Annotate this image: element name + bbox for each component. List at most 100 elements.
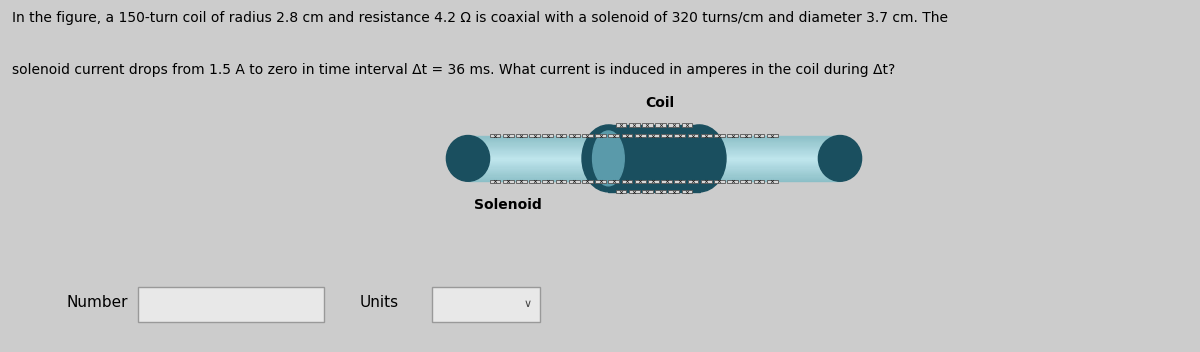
- Bar: [635, 180, 646, 183]
- Bar: [542, 134, 553, 137]
- Bar: [468, 174, 840, 176]
- Bar: [754, 180, 764, 183]
- Bar: [682, 190, 692, 193]
- Bar: [616, 123, 626, 126]
- Ellipse shape: [446, 136, 490, 181]
- Bar: [468, 176, 840, 177]
- Bar: [490, 180, 500, 183]
- Bar: [542, 180, 553, 183]
- Bar: [655, 123, 666, 126]
- Text: solenoid current drops from 1.5 A to zero in time interval Δt = 36 ms. What curr: solenoid current drops from 1.5 A to zer…: [12, 63, 895, 77]
- Bar: [468, 154, 840, 155]
- Bar: [468, 141, 840, 142]
- Bar: [468, 178, 840, 179]
- Bar: [468, 164, 840, 165]
- Text: Units: Units: [360, 295, 400, 310]
- Ellipse shape: [818, 136, 862, 181]
- Bar: [674, 180, 685, 183]
- Bar: [516, 134, 527, 137]
- Bar: [468, 146, 840, 147]
- Bar: [556, 134, 566, 137]
- Bar: [740, 180, 751, 183]
- Bar: [468, 145, 840, 146]
- Bar: [648, 180, 659, 183]
- Bar: [569, 134, 580, 137]
- Bar: [740, 134, 751, 137]
- Bar: [629, 123, 640, 126]
- Text: Coil: Coil: [646, 96, 674, 110]
- Bar: [468, 149, 840, 150]
- Bar: [468, 155, 840, 156]
- Bar: [661, 134, 672, 137]
- Bar: [468, 179, 840, 180]
- Bar: [608, 180, 619, 183]
- Bar: [468, 165, 840, 166]
- Bar: [468, 140, 840, 141]
- Bar: [714, 134, 725, 137]
- Bar: [468, 137, 840, 138]
- Bar: [468, 153, 840, 154]
- Bar: [569, 180, 580, 183]
- Bar: [468, 157, 840, 158]
- Bar: [727, 134, 738, 137]
- Bar: [468, 163, 840, 164]
- Bar: [556, 180, 566, 183]
- Bar: [582, 180, 593, 183]
- Bar: [468, 177, 840, 178]
- Bar: [468, 172, 840, 173]
- Bar: [688, 134, 698, 137]
- Bar: [668, 190, 679, 193]
- Bar: [468, 144, 840, 145]
- Bar: [661, 180, 672, 183]
- Bar: [595, 180, 606, 183]
- Bar: [468, 136, 840, 137]
- Bar: [468, 151, 840, 153]
- Bar: [674, 134, 685, 137]
- Bar: [616, 190, 626, 193]
- Bar: [468, 138, 840, 139]
- Bar: [468, 142, 840, 144]
- Bar: [622, 134, 632, 137]
- Bar: [595, 134, 606, 137]
- Bar: [529, 180, 540, 183]
- Bar: [432, 287, 540, 322]
- Bar: [767, 134, 778, 137]
- Bar: [516, 180, 527, 183]
- Bar: [642, 190, 653, 193]
- Bar: [582, 134, 593, 137]
- Bar: [629, 190, 640, 193]
- Bar: [682, 123, 692, 126]
- Bar: [655, 190, 666, 193]
- Bar: [727, 180, 738, 183]
- Bar: [635, 134, 646, 137]
- Bar: [688, 180, 698, 183]
- Bar: [138, 287, 324, 322]
- Ellipse shape: [582, 125, 635, 192]
- Bar: [468, 147, 840, 148]
- Text: Solenoid: Solenoid: [474, 199, 541, 212]
- Bar: [648, 134, 659, 137]
- Text: ∨: ∨: [524, 300, 532, 309]
- Bar: [468, 180, 840, 181]
- Bar: [468, 166, 840, 168]
- Bar: [468, 150, 840, 151]
- Ellipse shape: [593, 131, 624, 186]
- Bar: [668, 123, 679, 126]
- Bar: [642, 123, 653, 126]
- Bar: [468, 161, 840, 162]
- Bar: [468, 162, 840, 163]
- Text: Number: Number: [66, 295, 127, 310]
- Bar: [754, 134, 764, 137]
- Bar: [622, 180, 632, 183]
- Bar: [468, 148, 840, 149]
- Bar: [468, 171, 840, 172]
- Bar: [468, 168, 840, 169]
- Bar: [701, 134, 712, 137]
- Bar: [468, 173, 840, 174]
- Bar: [468, 170, 840, 171]
- Bar: [468, 156, 840, 157]
- Bar: [701, 180, 712, 183]
- Bar: [503, 134, 514, 137]
- Ellipse shape: [673, 125, 726, 192]
- Bar: [468, 159, 840, 161]
